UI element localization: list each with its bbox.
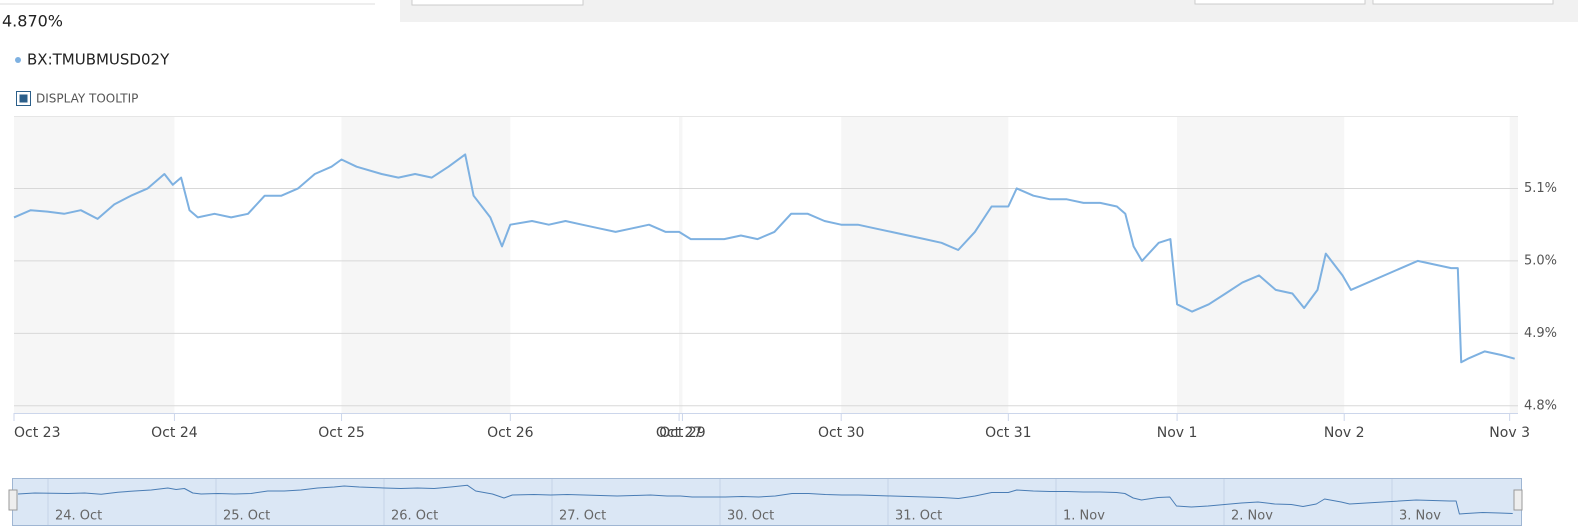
day-band xyxy=(1177,116,1345,413)
last-value: 4.870% xyxy=(2,12,63,31)
navigator-label: 31. Oct xyxy=(895,509,942,524)
day-band xyxy=(679,116,683,413)
toolbar-button[interactable] xyxy=(1372,0,1554,5)
y-tick-label: 5.1% xyxy=(1524,181,1557,196)
navigator-handle[interactable] xyxy=(8,489,18,511)
day-band xyxy=(341,116,511,413)
series-line xyxy=(13,153,1515,364)
x-tick-label: Oct 25 xyxy=(318,425,364,441)
series-line xyxy=(17,484,1513,515)
day-band xyxy=(14,116,175,413)
x-tick-label: Oct 31 xyxy=(985,425,1031,441)
toolbar xyxy=(400,0,1578,22)
navigator[interactable] xyxy=(12,478,1522,526)
navigator-label: 24. Oct xyxy=(55,509,102,524)
x-tick-label: Oct 24 xyxy=(151,425,198,441)
navigator-label: 26. Oct xyxy=(391,509,438,524)
day-band xyxy=(841,116,1009,413)
legend-dot xyxy=(15,57,21,63)
x-tick-label: Oct 27 xyxy=(656,425,702,441)
navigator-content: 24. Oct 25. Oct 26. Oct 27. Oct 30. Oct 31. O… xyxy=(17,479,1513,525)
navigator-label: 2. Nov xyxy=(1231,509,1273,524)
x-tick-label: Oct 30 xyxy=(818,425,864,441)
tooltip-toggle-label[interactable]: DISPLAY TOOLTIP xyxy=(36,92,138,106)
navigator-handle[interactable] xyxy=(1513,489,1523,511)
toolbar-input[interactable] xyxy=(411,0,584,6)
x-tick-label: Nov 1 xyxy=(1157,425,1198,441)
y-tick-label: 4.8% xyxy=(1524,398,1557,413)
checkbox-fill xyxy=(19,94,28,103)
legend-label: BX:TMUBMUSD02Y xyxy=(27,51,170,69)
x-tick-label: Oct 29 xyxy=(659,425,705,441)
navigator-label: 25. Oct xyxy=(223,509,270,524)
plot: 4.8% 4.9% 5.0% 5.1% Oct 23 Oct 24 Oct 25 Oct 26… xyxy=(13,153,1557,441)
navigator-label: 30. Oct xyxy=(727,509,774,524)
toolbar-button[interactable] xyxy=(1194,0,1366,5)
navigator-label: 3. Nov xyxy=(1399,509,1441,524)
y-tick-label: 4.9% xyxy=(1524,326,1557,341)
day-bands xyxy=(14,116,1518,413)
x-tick-label: Nov 3 xyxy=(1489,425,1530,441)
day-band xyxy=(1509,116,1518,413)
x-tick-label: Nov 2 xyxy=(1324,425,1365,441)
x-tick-label: Oct 26 xyxy=(487,425,534,441)
navigator-label: 27. Oct xyxy=(559,509,606,524)
navigator-label: 1. Nov xyxy=(1063,509,1105,524)
x-tick-label: Oct 23 xyxy=(14,425,60,441)
y-tick-label: 5.0% xyxy=(1524,253,1557,268)
